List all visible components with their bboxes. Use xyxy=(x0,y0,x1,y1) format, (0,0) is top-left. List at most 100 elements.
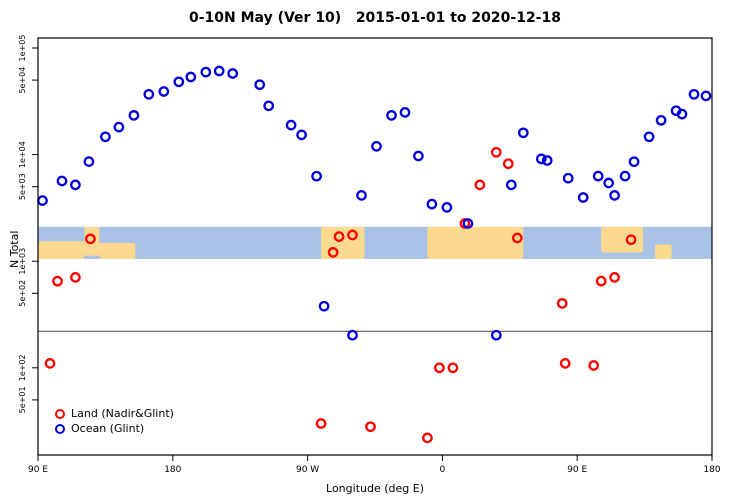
x-tick-label: 90 E xyxy=(28,465,48,475)
data-point xyxy=(609,190,620,201)
legend-item-ocean: Ocean (Glint) xyxy=(55,422,174,435)
data-point xyxy=(474,179,486,191)
data-point xyxy=(619,170,631,182)
series-ocean xyxy=(37,65,712,341)
data-point xyxy=(173,76,185,88)
data-point xyxy=(643,131,655,143)
data-point xyxy=(588,360,600,371)
data-point xyxy=(347,229,358,241)
y-tick-label: 5e+04 xyxy=(18,67,27,94)
land-shape xyxy=(321,226,365,259)
legend: Land (Nadir&Glint) Ocean (Glint) xyxy=(52,406,177,436)
y-tick-label: 5e+03 xyxy=(18,173,27,200)
legend-label-land: Land (Nadir&Glint) xyxy=(71,407,174,420)
data-point xyxy=(227,68,239,79)
data-point xyxy=(327,247,339,258)
data-point xyxy=(676,108,688,120)
land-shape xyxy=(655,244,672,259)
y-axis-label: N Total xyxy=(8,230,21,268)
data-point xyxy=(365,421,376,433)
data-point xyxy=(70,179,81,191)
data-point xyxy=(625,234,637,246)
data-point xyxy=(517,127,529,139)
data-point xyxy=(386,110,397,121)
data-point xyxy=(559,358,571,369)
ocean-strip xyxy=(38,226,712,259)
data-point xyxy=(128,110,140,121)
data-point xyxy=(577,192,589,203)
data-point xyxy=(535,153,547,165)
data-point xyxy=(83,156,95,167)
land-marker-icon xyxy=(55,408,65,419)
land-shape xyxy=(427,226,524,259)
data-point xyxy=(143,88,155,100)
data-point xyxy=(200,66,212,78)
x-tick-label: 180 xyxy=(703,465,720,475)
data-point xyxy=(185,71,197,83)
data-point xyxy=(502,158,514,170)
land-shape xyxy=(601,226,644,253)
x-tick-label: 90 W xyxy=(296,465,319,475)
x-axis: 90 E 180 90 W 0 90 E 180 xyxy=(28,455,721,475)
data-point xyxy=(447,362,459,374)
data-point xyxy=(441,202,453,213)
ocean-marker-icon xyxy=(55,423,65,434)
data-point xyxy=(254,79,266,91)
data-point xyxy=(44,358,56,369)
data-point xyxy=(263,100,275,112)
land-shape xyxy=(38,241,85,259)
data-point xyxy=(462,218,474,229)
data-point xyxy=(655,114,667,126)
y-tick-label: 1e+04 xyxy=(18,141,27,168)
data-point xyxy=(628,156,640,168)
data-point xyxy=(371,140,382,152)
data-point xyxy=(285,119,297,131)
legend-label-ocean: Ocean (Glint) xyxy=(71,422,145,435)
data-point xyxy=(399,107,411,118)
data-point xyxy=(434,362,445,374)
x-axis-label: Longitude (deg E) xyxy=(326,482,424,495)
data-point xyxy=(700,90,712,102)
data-point xyxy=(296,129,307,141)
data-point xyxy=(562,172,574,184)
data-point xyxy=(603,177,615,189)
data-point xyxy=(511,232,523,244)
data-point xyxy=(56,175,68,187)
data-point xyxy=(85,233,96,245)
y-tick-label: 1e+03 xyxy=(18,248,27,275)
data-point xyxy=(311,170,322,182)
series-land xyxy=(44,146,637,444)
plot-border xyxy=(37,37,713,456)
y-tick-label: 1e+05 xyxy=(18,35,27,62)
chart-title: 0-10N May (Ver 10) 2015-01-01 to 2020-12… xyxy=(189,10,561,26)
x-tick-label: 0 xyxy=(440,465,446,475)
data-point xyxy=(505,179,517,191)
data-point xyxy=(490,146,502,158)
data-point xyxy=(556,298,568,309)
data-point xyxy=(595,275,607,287)
data-point xyxy=(609,272,620,283)
data-point xyxy=(688,88,700,100)
x-tick-label: 90 E xyxy=(567,465,587,475)
data-point xyxy=(113,121,125,133)
data-point xyxy=(213,65,225,77)
data-point xyxy=(426,198,438,210)
data-point xyxy=(318,300,330,312)
map-band xyxy=(38,226,712,259)
data-point xyxy=(356,190,367,201)
y-tick-label: 5e+02 xyxy=(18,280,27,307)
y-axis: 1e+05 5e+04 1e+04 5e+03 1e+03 5e+02 1e+02 5e+01 xyxy=(18,35,38,413)
data-point xyxy=(413,150,424,162)
data-point xyxy=(422,432,433,444)
data-point xyxy=(541,155,553,166)
data-point xyxy=(52,275,63,287)
data-point xyxy=(347,329,358,341)
legend-item-land: Land (Nadir&Glint) xyxy=(55,407,174,420)
x-tick-label: 180 xyxy=(164,465,181,475)
land-shape xyxy=(99,242,136,259)
data-point xyxy=(490,329,502,341)
y-tick-label: 5e+01 xyxy=(18,386,27,413)
data-point xyxy=(70,272,81,283)
